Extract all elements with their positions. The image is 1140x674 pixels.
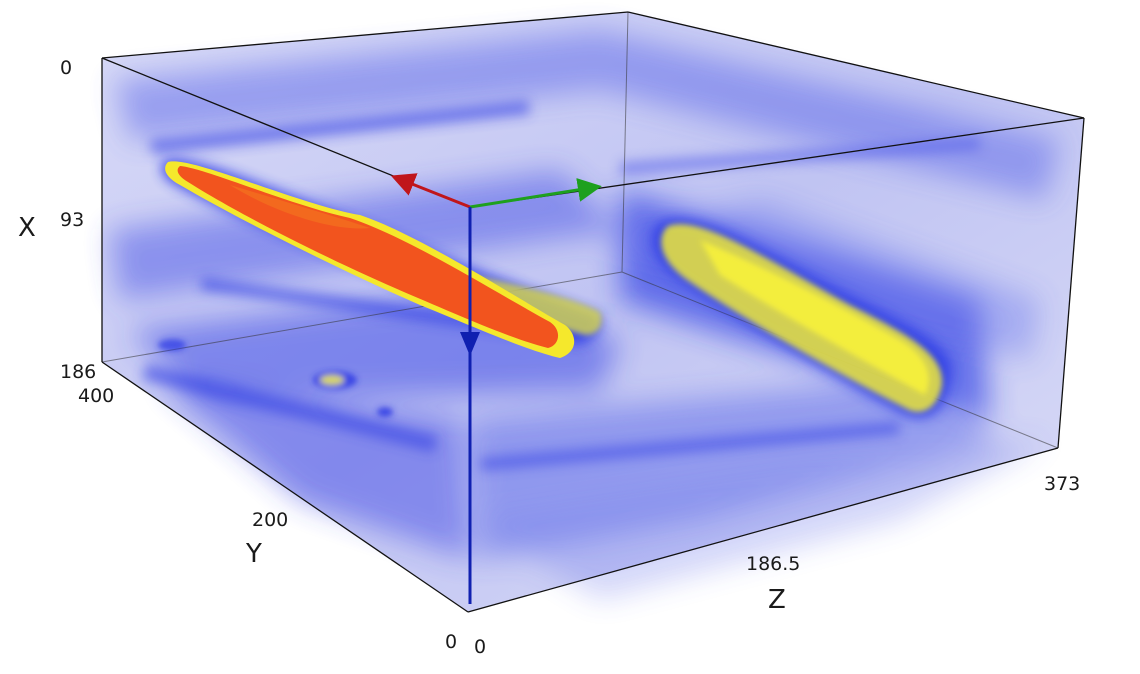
y-axis-label: Y [245, 539, 262, 569]
y-tick-1: 200 [252, 509, 288, 531]
axis-y: 400 200 0 Y [78, 385, 457, 653]
feature-blob-small [158, 339, 393, 417]
green-axis-arrow [469, 178, 602, 209]
axis-x: 0 93 186 X [18, 57, 96, 383]
feature-streak-main [161, 158, 602, 358]
z-tick-1: 186.5 [746, 553, 800, 575]
orientation-axes [390, 173, 602, 604]
x-axis-label: X [18, 213, 36, 243]
x-tick-0: 0 [60, 57, 72, 79]
axis-z: 0 186.5 373 Z [474, 473, 1080, 658]
z-axis-label: Z [768, 585, 786, 615]
z-tick-0: 0 [474, 636, 486, 658]
z-tick-2: 373 [1044, 473, 1080, 495]
x-tick-1: 93 [60, 209, 84, 231]
blue-axis-arrowhead [460, 332, 480, 356]
red-axis-arrow [390, 173, 471, 209]
y-tick-0: 400 [78, 385, 114, 407]
x-tick-2: 186 [60, 361, 96, 383]
feature-blob-right [651, 218, 952, 419]
y-tick-2: 0 [445, 631, 457, 653]
